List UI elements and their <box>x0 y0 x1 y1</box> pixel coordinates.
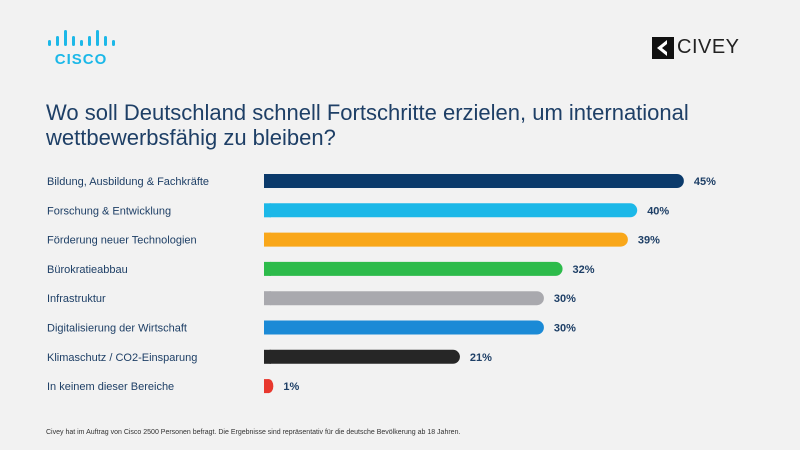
value-label: 1% <box>283 381 299 393</box>
bar-left-edge <box>264 291 271 306</box>
value-label: 30% <box>554 293 576 305</box>
civey-wordmark: CIVEY <box>677 36 740 58</box>
bar <box>264 349 460 364</box>
bar-left-edge <box>264 261 271 276</box>
bar-left-edge <box>264 349 271 364</box>
bar <box>264 203 638 218</box>
svg-text:CISCO: CISCO <box>55 51 108 68</box>
chart-title: Wo soll Deutschland schnell Fortschritte… <box>46 100 689 150</box>
value-label: 39% <box>638 235 660 247</box>
cisco-logo: CISCO <box>48 30 115 68</box>
bar-left-edge <box>264 232 271 247</box>
category-label: In keinem dieser Bereiche <box>47 381 174 393</box>
bar-left-edge <box>264 203 271 218</box>
bar <box>264 320 544 335</box>
value-label: 30% <box>554 323 576 335</box>
bar <box>264 291 544 306</box>
category-label: Klimaschutz / CO2-Einsparung <box>47 352 197 364</box>
footnote: Civey hat im Auftrag von Cisco 2500 Pers… <box>46 429 461 436</box>
value-label: 40% <box>647 205 669 217</box>
category-label: Bildung, Ausbildung & Fachkräfte <box>47 176 209 188</box>
value-label: 45% <box>694 176 716 188</box>
value-label: 32% <box>573 264 595 276</box>
bar <box>264 261 563 276</box>
bar <box>264 232 628 247</box>
bar-left-edge <box>264 379 269 394</box>
bar <box>264 174 684 188</box>
civey-mark-icon <box>652 36 674 59</box>
category-label: Infrastruktur <box>47 293 106 305</box>
value-label: 21% <box>470 352 492 364</box>
category-label: Förderung neuer Technologien <box>47 235 197 247</box>
bar-left-edge <box>264 174 271 188</box>
category-label: Digitalisierung der Wirtschaft <box>47 323 187 335</box>
category-label: Bürokratieabbau <box>47 264 128 276</box>
bar-left-edge <box>264 320 271 335</box>
category-label: Forschung & Entwicklung <box>47 205 171 217</box>
civey-logo: CIVEY <box>652 36 740 59</box>
